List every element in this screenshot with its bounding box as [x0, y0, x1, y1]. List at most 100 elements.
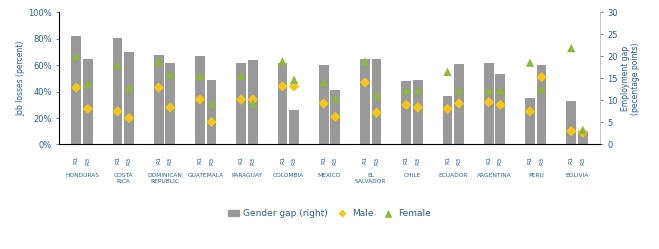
Point: [484, 88, 494, 92]
Point: [413, 88, 423, 92]
Text: R3: R3: [581, 156, 585, 165]
Text: R1: R1: [280, 156, 285, 164]
Point: [484, 100, 494, 104]
Point: [206, 102, 217, 106]
Text: R1: R1: [445, 156, 450, 164]
Bar: [566, 101, 576, 144]
Point: [154, 59, 164, 63]
Point: [194, 98, 205, 102]
Text: HONDURAS: HONDURAS: [65, 174, 99, 179]
Text: R1: R1: [198, 156, 202, 164]
Point: [536, 75, 547, 79]
Text: GUATEMALA: GUATEMALA: [188, 174, 224, 179]
Point: [289, 78, 299, 82]
Text: MEXICO: MEXICO: [318, 174, 341, 179]
Point: [277, 84, 288, 88]
Point: [277, 59, 288, 63]
Bar: [207, 80, 216, 144]
Bar: [413, 80, 422, 144]
Bar: [289, 110, 299, 144]
Bar: [330, 90, 340, 144]
Text: R1: R1: [569, 156, 574, 164]
Bar: [154, 55, 163, 144]
Text: R3: R3: [415, 156, 420, 165]
Point: [454, 102, 465, 106]
Point: [577, 128, 588, 132]
Point: [401, 88, 411, 92]
Text: R1: R1: [115, 156, 120, 164]
Text: DOMINICAN
REPUBLIC: DOMINICAN REPUBLIC: [147, 174, 182, 184]
Bar: [165, 62, 175, 144]
Point: [289, 84, 299, 88]
Text: R1: R1: [239, 156, 244, 164]
Bar: [454, 64, 464, 144]
Text: PERU: PERU: [528, 174, 544, 179]
Text: R1: R1: [527, 156, 532, 164]
Bar: [237, 62, 246, 144]
Point: [318, 80, 329, 84]
Point: [566, 129, 577, 133]
Text: R3: R3: [498, 156, 503, 165]
Text: ECUADOR: ECUADOR: [438, 174, 468, 179]
Text: R3: R3: [127, 156, 132, 165]
Bar: [484, 62, 494, 144]
Bar: [360, 59, 370, 144]
Bar: [319, 65, 329, 144]
Point: [360, 59, 370, 63]
Point: [371, 94, 382, 98]
Text: R3: R3: [457, 156, 461, 165]
Point: [442, 70, 453, 74]
Bar: [277, 62, 287, 144]
Bar: [578, 131, 588, 144]
Text: R1: R1: [486, 156, 491, 164]
Point: [566, 46, 577, 50]
Bar: [536, 65, 546, 144]
Bar: [372, 59, 382, 144]
Point: [206, 120, 217, 124]
Y-axis label: Employment gap
(pecentage points): Employment gap (pecentage points): [621, 42, 640, 115]
Point: [165, 106, 175, 110]
Point: [236, 74, 246, 78]
Text: R3: R3: [209, 156, 214, 165]
Text: R3: R3: [168, 156, 173, 165]
Text: R1: R1: [404, 156, 409, 164]
Text: R3: R3: [539, 156, 544, 165]
Legend: Gender gap (right), Male, Female: Gender gap (right), Male, Female: [224, 205, 435, 222]
Bar: [113, 38, 123, 144]
Text: R3: R3: [85, 156, 90, 165]
Point: [82, 107, 93, 111]
Text: R3: R3: [333, 156, 338, 165]
Text: CHILE: CHILE: [403, 174, 420, 179]
Bar: [71, 36, 81, 144]
Text: COSTA
RICA: COSTA RICA: [113, 174, 133, 184]
Point: [318, 102, 329, 106]
Bar: [525, 98, 535, 144]
Point: [236, 98, 246, 102]
Point: [165, 72, 175, 76]
Point: [495, 103, 505, 107]
Point: [154, 86, 164, 90]
Point: [71, 86, 82, 90]
Text: R1: R1: [74, 156, 78, 164]
Point: [112, 63, 123, 67]
Point: [401, 103, 411, 107]
Point: [194, 74, 205, 78]
Bar: [496, 74, 505, 144]
Text: R3: R3: [291, 156, 297, 165]
Point: [454, 88, 465, 92]
Point: [577, 130, 588, 134]
Text: R1: R1: [321, 156, 326, 164]
Text: EL
SALVADOR: EL SALVADOR: [355, 174, 386, 184]
Bar: [124, 52, 134, 144]
Bar: [401, 81, 411, 144]
Point: [413, 106, 423, 110]
Point: [330, 96, 341, 100]
Point: [248, 98, 258, 102]
Text: R3: R3: [250, 156, 255, 165]
Point: [248, 102, 258, 106]
Bar: [248, 60, 258, 144]
Point: [536, 87, 547, 91]
Point: [525, 110, 535, 114]
Point: [371, 111, 382, 115]
Text: R1: R1: [156, 156, 161, 164]
